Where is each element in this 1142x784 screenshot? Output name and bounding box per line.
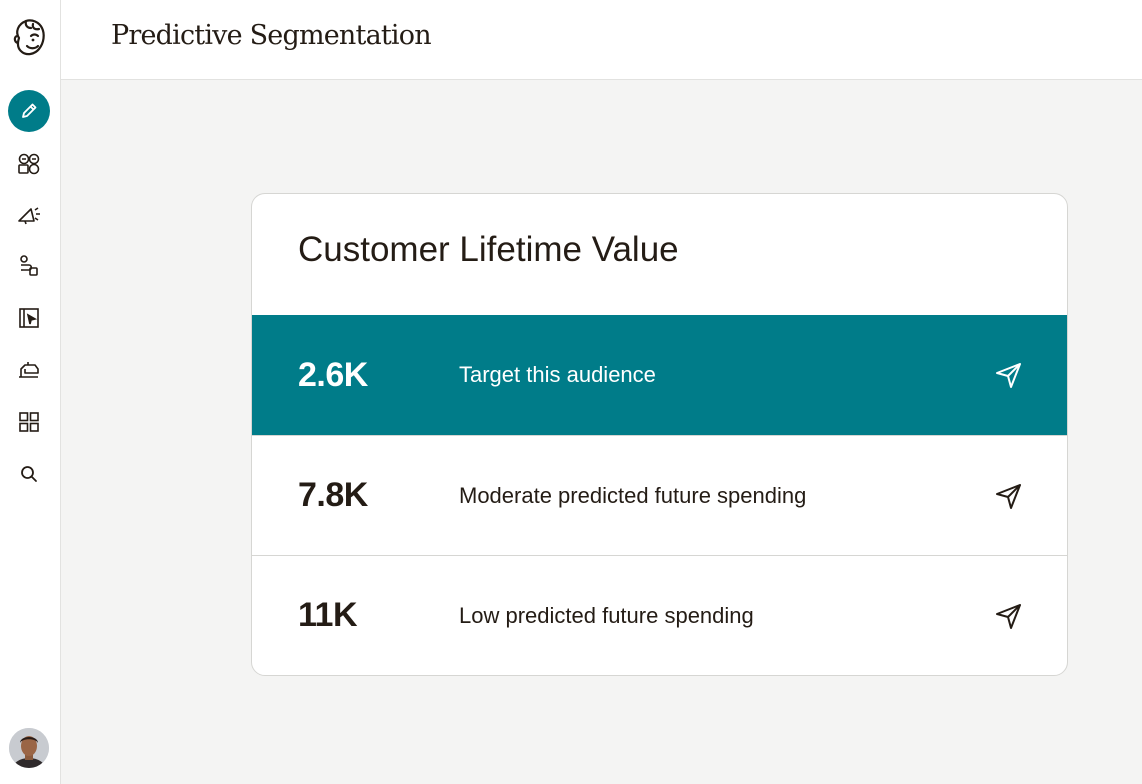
sidebar	[0, 0, 61, 784]
segment-row-high[interactable]: 2.6K Target this audience	[252, 315, 1067, 435]
automation-icon[interactable]	[8, 245, 50, 287]
segment-count: 2.6K	[298, 355, 368, 394]
segment-row-low[interactable]: 11K Low predicted future spending	[252, 555, 1067, 675]
audience-icon[interactable]	[8, 143, 50, 185]
mailchimp-freddie-logo[interactable]	[8, 17, 50, 59]
search-icon[interactable]	[8, 453, 50, 495]
segment-label: Low predicted future spending	[459, 602, 754, 628]
segment-label: Target this audience	[459, 362, 656, 387]
segment-row-moderate[interactable]: 7.8K Moderate predicted future spending	[252, 435, 1067, 555]
send-icon[interactable]	[993, 480, 1025, 512]
card-title: Customer Lifetime Value	[298, 230, 679, 269]
send-icon[interactable]	[993, 359, 1025, 391]
megaphone-icon[interactable]	[8, 194, 50, 236]
website-icon[interactable]	[8, 297, 50, 339]
segment-count: 11K	[298, 596, 358, 634]
user-avatar[interactable]	[9, 728, 49, 768]
page-header: Predictive Segmentation	[61, 0, 1142, 80]
page-title: Predictive Segmentation	[111, 20, 432, 51]
send-icon[interactable]	[993, 600, 1025, 632]
content-icon[interactable]	[8, 349, 50, 391]
customer-lifetime-value-card: Customer Lifetime Value 2.6K Target this…	[251, 193, 1068, 676]
segment-count: 7.8K	[298, 476, 368, 514]
segment-label: Moderate predicted future spending	[459, 482, 807, 508]
pencil-icon[interactable]	[8, 90, 50, 132]
integrations-icon[interactable]	[8, 401, 50, 443]
